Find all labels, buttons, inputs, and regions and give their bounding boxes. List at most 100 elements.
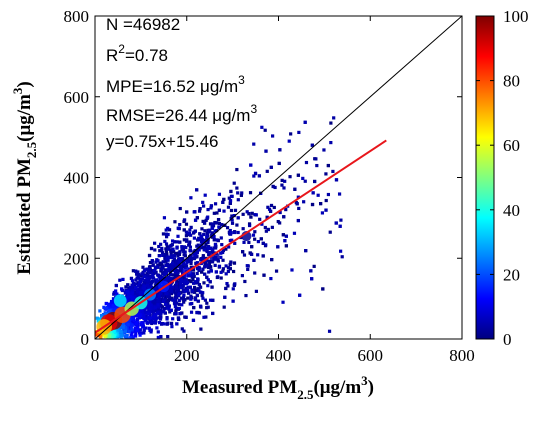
scatter-point	[130, 289, 135, 293]
scatter-point	[188, 249, 193, 253]
scatter-point	[141, 286, 145, 290]
scatter-point	[182, 276, 186, 280]
scatter-point	[247, 223, 252, 228]
scatter-point	[260, 125, 264, 129]
scatter-point	[195, 293, 199, 298]
scatter-point	[249, 252, 254, 256]
scatter-point	[162, 216, 167, 220]
scatter-point	[193, 218, 198, 222]
scatter-point	[186, 285, 190, 289]
scatter-point	[258, 217, 262, 221]
scatter-point	[184, 230, 188, 234]
scatter-point	[101, 313, 106, 317]
scatter-point	[198, 304, 203, 308]
scatter-point	[192, 236, 197, 240]
scatter-point	[154, 294, 159, 298]
scatter-point	[212, 211, 216, 215]
scatter-point	[270, 225, 274, 229]
scatter-point	[229, 194, 234, 199]
scatter-point	[206, 215, 210, 219]
scatter-point	[324, 208, 328, 212]
scatter-point	[197, 248, 201, 252]
scatter-point	[175, 264, 179, 268]
scatter-point	[205, 259, 209, 263]
scatter-point	[222, 209, 226, 213]
scatter-point	[157, 279, 161, 283]
scatter-point	[139, 274, 143, 278]
scatter-point	[260, 222, 264, 226]
scatter-point	[156, 263, 160, 267]
scatter-point	[226, 284, 230, 288]
scatter-point	[121, 325, 125, 329]
colorbar-tick-label: 60	[503, 136, 520, 155]
scatter-point	[170, 285, 174, 289]
scatter-point	[138, 288, 142, 292]
scatter-point	[136, 283, 140, 288]
scatter-point	[136, 273, 140, 277]
scatter-point	[171, 298, 175, 302]
scatter-point	[148, 265, 152, 269]
scatter-point	[262, 273, 266, 277]
scatter-point	[166, 226, 170, 231]
scatter-point	[207, 230, 211, 234]
scatter-point	[157, 301, 161, 305]
scatter-point	[104, 312, 108, 316]
scatter-point	[141, 277, 145, 281]
scatter-point	[231, 287, 235, 291]
scatter-point	[176, 259, 180, 263]
scatter-point	[211, 311, 215, 316]
scatter-point	[149, 269, 154, 273]
scatter-point	[196, 277, 200, 281]
scatter-point	[136, 326, 140, 330]
scatter-point	[151, 310, 155, 314]
scatter-point	[290, 268, 294, 272]
scatter-point	[173, 305, 177, 309]
scatter-point	[270, 257, 274, 262]
scatter-point	[254, 213, 258, 217]
scatter-point	[170, 239, 175, 243]
scatter-point	[161, 260, 165, 264]
scatter-point	[104, 301, 108, 306]
scatter-point	[184, 315, 188, 319]
scatter-point	[229, 189, 233, 194]
scatter-point	[203, 238, 207, 242]
stats-annotation: N =46982 R2=0.78 MPE=16.52 μg/m3 RMSE=26…	[106, 15, 257, 151]
scatter-point	[168, 272, 173, 276]
scatter-point	[172, 301, 177, 305]
scatter-point	[195, 188, 199, 192]
scatter-point	[219, 270, 223, 274]
scatter-point	[174, 309, 178, 313]
scatter-point	[171, 273, 176, 277]
scatter-point	[174, 312, 178, 316]
scatter-point	[154, 278, 159, 282]
scatter-point	[213, 202, 218, 206]
scatter-point	[155, 308, 159, 312]
scatter-point	[214, 221, 219, 225]
scatter-point	[210, 285, 214, 289]
scatter-point	[256, 239, 260, 244]
x-tick-label: 0	[91, 346, 100, 365]
scatter-point	[229, 208, 234, 213]
scatter-point	[114, 289, 118, 293]
scatter-point	[163, 254, 167, 258]
scatter-point	[189, 257, 193, 262]
scatter-point	[269, 276, 273, 281]
scatter-point	[202, 315, 206, 319]
scatter-point	[180, 311, 184, 315]
scatter-point	[138, 279, 143, 283]
scatter-point	[191, 281, 196, 285]
scatter-point	[135, 313, 139, 317]
scatter-point	[200, 293, 204, 298]
scatter-point	[169, 308, 173, 312]
scatter-point	[149, 246, 154, 251]
scatter-point	[232, 230, 237, 235]
scatter-point	[340, 255, 344, 259]
scatter-point	[253, 230, 257, 234]
scatter-point	[314, 157, 318, 161]
scatter-point	[175, 240, 179, 244]
scatter-point	[148, 271, 152, 275]
scatter-point	[165, 276, 169, 281]
scatter-point	[137, 276, 141, 280]
